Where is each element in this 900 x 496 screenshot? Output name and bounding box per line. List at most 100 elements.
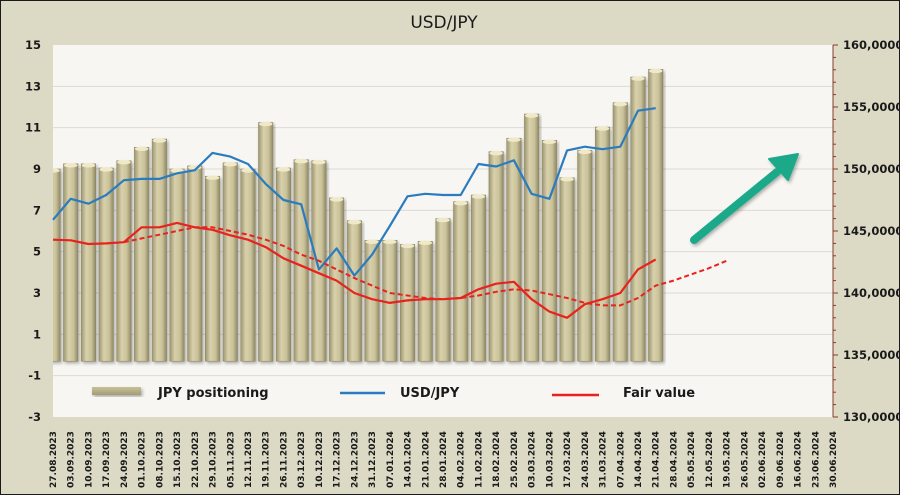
x-axis: 27.08.2023 03.09.2023 10.09.2023 17.09.2023… [49, 431, 839, 488]
bar-31.03.2024 [595, 126, 611, 362]
x-tick-label: 17.03.2024 [563, 431, 573, 488]
legend: JPY positioning USD/JPY Fair value [92, 386, 695, 401]
bar-17.03.2024 [559, 176, 575, 362]
bar-19.11.2023 [258, 121, 274, 362]
y-tick-left: 1 [33, 327, 41, 341]
legend-label-fair-value: Fair value [623, 386, 695, 401]
x-tick-label: 09.06.2024 [776, 431, 786, 488]
bar-03.12.2023 [293, 159, 309, 362]
x-tick-label: 03.09.2023 [67, 431, 77, 488]
y-tick-left: -3 [28, 410, 41, 424]
x-tick-label: 24.09.2023 [120, 431, 130, 488]
x-tick-label: 24.12.2023 [350, 431, 360, 488]
bar-24.12.2023 [346, 219, 362, 362]
y-tick-right: 160,0000 [843, 38, 900, 52]
x-tick-label: 03.03.2024 [528, 431, 538, 488]
bar-24.03.2024 [577, 149, 593, 362]
x-tick-label: 15.10.2023 [173, 431, 183, 488]
x-tick-label: 07.04.2024 [616, 431, 626, 488]
y-tick-left: 5 [33, 245, 41, 259]
x-tick-label: 07.01.2024 [386, 431, 396, 488]
x-tick-label: 18.02.2024 [492, 431, 502, 488]
bar-22.10.2023 [187, 165, 203, 362]
x-tick-label: 16.06.2024 [794, 431, 804, 488]
line-series [52, 107, 727, 319]
y-tick-right: 155,0000 [843, 100, 900, 114]
y-tick-left: 3 [33, 286, 41, 300]
x-tick-label: 28.04.2024 [669, 431, 679, 488]
x-tick-label: 03.12.2023 [297, 431, 307, 488]
x-tick-label: 26.11.2023 [279, 431, 289, 488]
x-tick-label: 21.01.2024 [421, 431, 431, 488]
line-fair-value-trend-dashed [123, 226, 727, 307]
y-tick-left: 13 [25, 79, 41, 93]
bar-14.04.2024 [630, 76, 646, 362]
x-tick-label: 05.05.2024 [687, 431, 697, 488]
x-tick-label: 05.11.2023 [226, 431, 236, 488]
bar-29.10.2023 [205, 175, 221, 362]
bar-01.10.2023 [134, 146, 150, 362]
x-tick-label: 08.10.2023 [155, 431, 165, 488]
x-tick-label: 11.02.2024 [474, 431, 484, 488]
bar-08.10.2023 [151, 138, 167, 362]
bar-11.02.2024 [470, 194, 486, 362]
y-axis-left: 15 13 11 9 7 5 3 1 -1 -3 [25, 38, 41, 424]
bar-21.04.2024 [648, 68, 664, 362]
legend-label-usdjpy: USD/JPY [400, 386, 460, 401]
x-tick-label: 12.05.2024 [705, 431, 715, 488]
legend-swatch-jpy-positioning [92, 387, 141, 395]
x-tick-label: 12.11.2023 [244, 431, 254, 488]
x-tick-label: 14.01.2024 [404, 431, 414, 488]
y-tick-right: 150,0000 [843, 162, 900, 176]
bar-26.11.2023 [275, 167, 291, 362]
bar-10.09.2023 [80, 163, 96, 362]
y-tick-right: 135,0000 [843, 348, 900, 362]
x-tick-label: 31.12.2023 [368, 431, 378, 488]
x-tick-label: 28.01.2024 [439, 431, 449, 488]
bar-15.10.2023 [169, 168, 185, 362]
bar-12.11.2023 [240, 168, 256, 362]
trend-arrow-icon [690, 153, 799, 244]
bar-07.04.2024 [612, 101, 628, 362]
line-fair-value [52, 221, 657, 319]
x-tick-label: 31.03.2024 [599, 431, 609, 488]
y-axis-right: 160,0000 155,0000 150,0000 145,0000 140,0000… [832, 38, 900, 424]
x-tick-label: 10.09.2023 [84, 431, 94, 488]
chart-title: USD/JPY [410, 13, 478, 33]
y-tick-right: 130,0000 [843, 410, 900, 424]
y-tick-left: 7 [33, 203, 41, 217]
x-tick-label: 27.08.2023 [49, 431, 59, 488]
bar-18.02.2024 [488, 150, 504, 362]
bar-27.08.2023 [53, 168, 61, 362]
bar-17.09.2023 [98, 167, 114, 362]
x-tick-label: 14.04.2024 [634, 431, 644, 488]
y-tick-left: -1 [28, 369, 41, 383]
x-tick-label: 17.12.2023 [333, 431, 343, 488]
x-tick-label: 01.10.2023 [138, 431, 148, 488]
x-tick-label: 24.03.2024 [581, 431, 591, 488]
x-tick-label: 22.10.2023 [191, 431, 201, 488]
x-tick-label: 17.09.2023 [102, 431, 112, 488]
x-tick-label: 19.11.2023 [262, 431, 272, 488]
x-tick-label: 19.05.2024 [723, 431, 733, 488]
bar-21.01.2024 [417, 240, 433, 362]
y-tick-left: 15 [25, 38, 41, 52]
y-tick-left: 9 [33, 162, 41, 176]
bar-07.01.2024 [382, 239, 398, 362]
line-usd-jpy [52, 107, 656, 277]
x-tick-label: 29.10.2023 [209, 431, 219, 488]
x-tick-label: 25.02.2024 [510, 431, 520, 488]
bar-03.09.2023 [63, 163, 79, 362]
bar-04.02.2024 [453, 200, 469, 362]
bar-28.01.2024 [435, 217, 451, 362]
x-tick-label: 02.06.2024 [758, 431, 768, 488]
x-tick-label: 10.03.2024 [545, 431, 555, 488]
bar-25.02.2024 [506, 137, 522, 362]
x-tick-label: 30.06.2024 [829, 431, 839, 488]
x-tick-label: 04.02.2024 [457, 431, 467, 488]
legend-label-jpy-positioning: JPY positioning [157, 386, 269, 401]
x-tick-label: 26.05.2024 [740, 431, 750, 488]
bar-05.11.2023 [222, 162, 238, 362]
